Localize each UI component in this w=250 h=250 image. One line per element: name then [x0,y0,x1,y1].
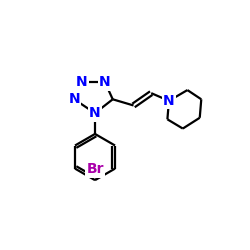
Text: N: N [68,92,80,106]
Text: N: N [76,75,88,89]
Text: N: N [89,106,101,120]
Text: Br: Br [86,162,104,176]
Text: N: N [99,75,111,89]
Text: N: N [163,94,175,108]
